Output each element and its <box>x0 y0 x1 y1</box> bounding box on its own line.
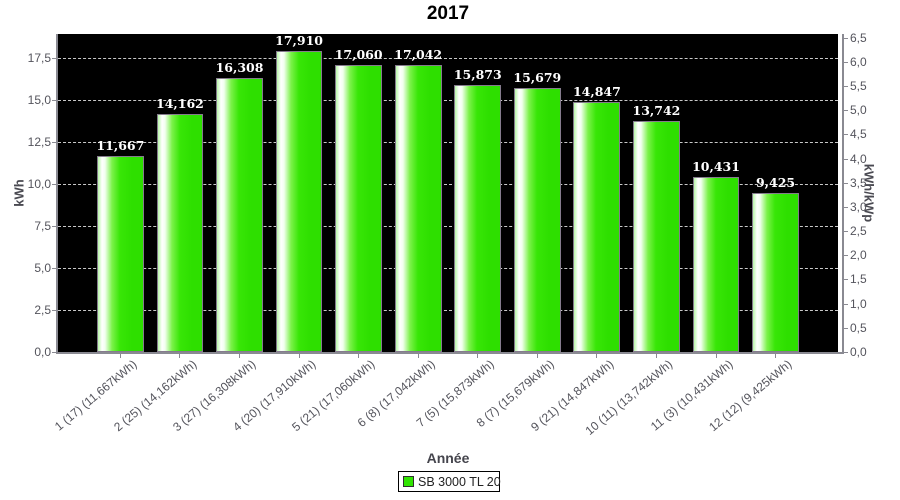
bar <box>692 176 740 352</box>
right-tick-label: 4,0 <box>850 151 867 166</box>
left-tick-mark <box>52 99 56 101</box>
right-tick-mark <box>844 61 848 63</box>
right-tick-label: 4,5 <box>850 127 867 142</box>
gridline <box>58 99 838 101</box>
right-tick-mark <box>844 37 848 39</box>
gridline <box>58 267 838 269</box>
bar <box>275 50 323 352</box>
x-tick-mark <box>358 354 360 358</box>
chart-title: 2017 <box>426 3 470 24</box>
left-tick-label: 10,0 <box>27 176 51 191</box>
x-tick-mark <box>417 354 419 358</box>
left-tick-label: 15,0 <box>27 92 51 107</box>
left-tick-label: 12,5 <box>27 134 51 149</box>
left-tick-mark <box>52 267 56 269</box>
left-tick-label: 0,0 <box>34 345 51 359</box>
right-tick-mark <box>844 134 848 136</box>
bar-value-label: 11,667 <box>96 137 145 153</box>
right-tick-mark <box>844 279 848 281</box>
left-tick-mark <box>52 352 56 353</box>
right-tick-mark <box>844 303 848 305</box>
x-tick-mark <box>239 354 241 358</box>
bar-value-label: 13,742 <box>632 102 681 118</box>
bar-value-label: 14,162 <box>156 95 204 111</box>
x-axis-title: Année <box>426 450 470 466</box>
right-tick-label: 1,5 <box>850 272 867 287</box>
x-tick-mark <box>477 354 479 358</box>
right-tick-label: 3,5 <box>850 175 867 190</box>
x-tick-mark <box>119 354 121 358</box>
bar <box>752 193 799 352</box>
right-tick-label: 1,0 <box>850 296 867 311</box>
right-tick-label: 0,5 <box>850 320 867 335</box>
left-tick-mark <box>52 183 56 185</box>
left-tick-label: 5,0 <box>34 260 51 275</box>
bar-value-label: 17,060 <box>334 46 383 62</box>
bar <box>573 102 621 352</box>
right-tick-mark <box>844 110 848 112</box>
x-tick-mark <box>596 354 598 358</box>
left-tick-label: 7,5 <box>34 218 51 233</box>
right-tick-mark <box>844 206 848 208</box>
left-tick-label: 17,5 <box>27 50 51 65</box>
bar-value-label: 15,679 <box>513 70 562 86</box>
right-tick-label: 6,5 <box>850 30 867 45</box>
gridline <box>58 141 838 143</box>
bar <box>335 64 383 352</box>
legend-swatch-icon <box>403 476 414 487</box>
gridline <box>58 57 838 59</box>
right-tick-mark <box>844 352 848 353</box>
left-tick-mark <box>52 309 56 311</box>
bar <box>97 155 144 352</box>
left-axis-line <box>56 34 58 353</box>
x-tick-mark <box>298 354 300 358</box>
plot-area: 11,667 14,162 16,308 17,910 17,060 17,042 15,8… <box>58 32 838 352</box>
right-tick-label: 5,0 <box>850 103 867 118</box>
x-tick-mark <box>655 354 657 358</box>
right-tick-label: 3,0 <box>850 199 867 214</box>
x-tick-mark <box>715 354 717 358</box>
right-tick-label: 0,0 <box>850 345 867 359</box>
x-tick-mark <box>179 354 181 358</box>
bar-value-label: 14,847 <box>572 84 621 100</box>
legend-label: SB 3000 TL 20 <box>418 474 501 489</box>
gridline <box>58 183 838 185</box>
bottom-axis-line <box>56 352 844 354</box>
right-tick-mark <box>844 255 848 257</box>
bar <box>633 120 680 352</box>
right-tick-mark <box>844 182 848 184</box>
bar-value-label: 17,042 <box>394 47 443 63</box>
bar-value-label: 17,910 <box>275 32 323 48</box>
right-tick-mark <box>844 158 848 160</box>
bar-value-label: 15,873 <box>453 66 502 82</box>
right-tick-label: 2,5 <box>850 224 867 239</box>
bar-value-label: 10,431 <box>692 158 740 174</box>
gridline <box>58 225 838 227</box>
bar <box>454 84 502 352</box>
right-tick-label: 6,0 <box>850 54 867 69</box>
bar-value-label: 16,308 <box>215 59 264 75</box>
left-tick-mark <box>52 57 56 59</box>
legend: SB 3000 TL 20 <box>398 471 501 492</box>
right-tick-label: 2,0 <box>850 248 867 263</box>
bar <box>394 65 442 352</box>
left-tick-mark <box>52 141 56 143</box>
bar-value-label: 9,425 <box>755 175 796 191</box>
right-axis-line <box>842 34 844 353</box>
left-tick-mark <box>52 225 56 227</box>
right-tick-mark <box>844 86 848 88</box>
right-tick-mark <box>844 327 848 329</box>
x-tick-mark <box>536 354 538 358</box>
left-tick-label: 2,5 <box>34 302 51 317</box>
x-tick-mark <box>775 354 777 358</box>
bar <box>156 113 204 352</box>
bar <box>513 88 561 352</box>
right-tick-label: 5,5 <box>850 79 867 94</box>
right-tick-mark <box>844 231 848 233</box>
gridline <box>58 309 838 311</box>
bar <box>216 77 263 352</box>
